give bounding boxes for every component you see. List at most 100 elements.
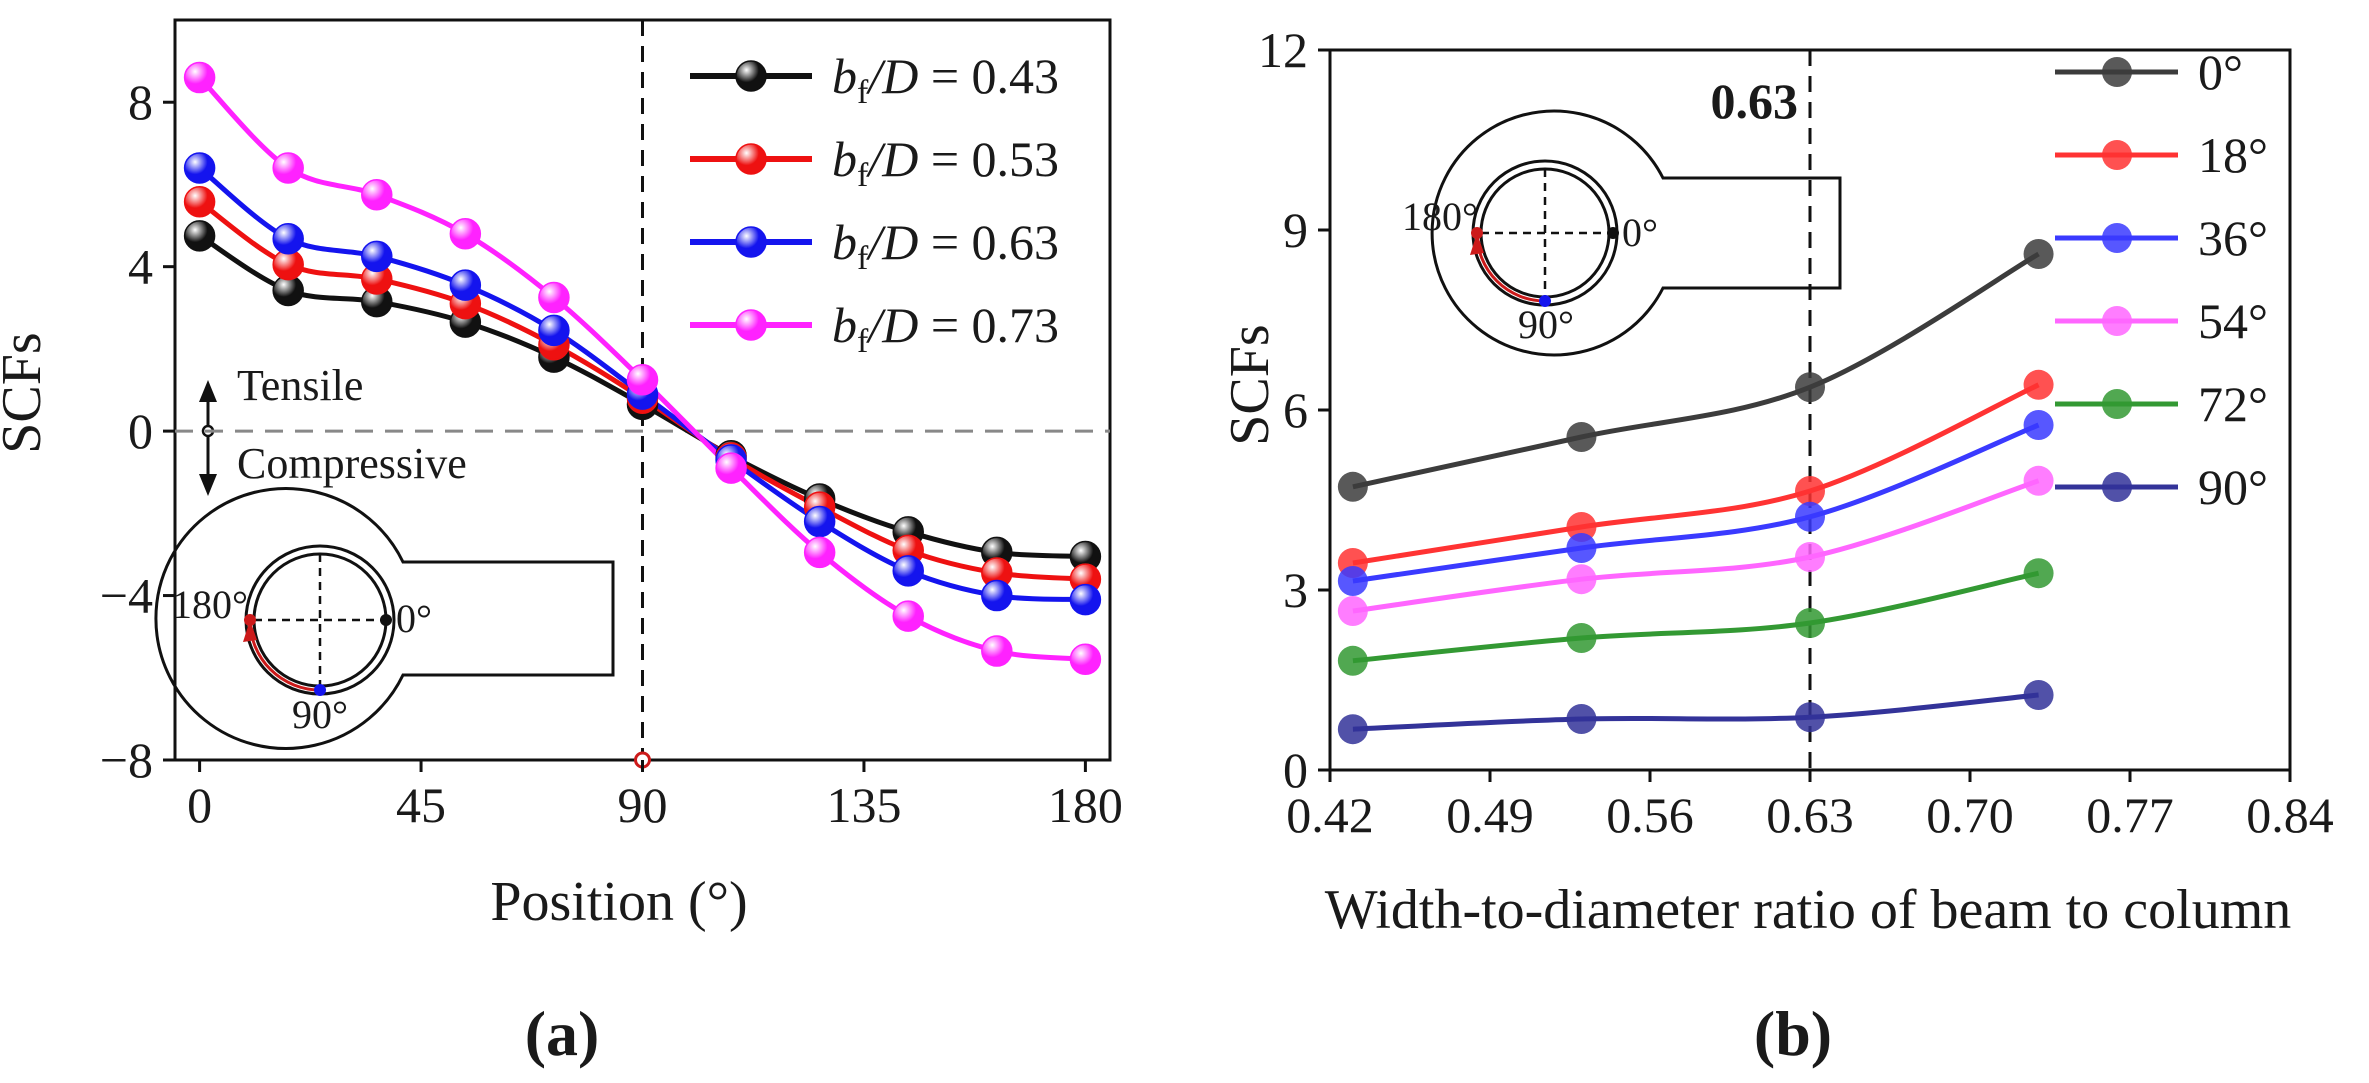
data-point-a [1069,643,1102,676]
panel-label-b: (b) [1754,998,1832,1069]
legend-marker-a [735,60,767,92]
y-tick-label-a: 4 [128,239,153,295]
inset-b-label-0: 0° [1622,210,1658,255]
x-tick-label-a: 180 [1048,777,1123,833]
legend-label-b: 18° [2198,127,2268,183]
data-point-b [1337,645,1368,676]
series-line-b [1352,251,2040,490]
x-tick-label-b: 0.42 [1286,787,1374,843]
y-tick-label-a: 8 [128,74,153,130]
data-point-b [2023,465,2054,496]
legend-label-b: 54° [2198,293,2268,349]
data-point-a [981,635,1013,667]
y-tick-label-a: −8 [100,732,153,788]
connection-inset-b: 0° 90° 180° [1402,109,1842,357]
tensile-compressive-arrows [199,380,217,496]
data-point-b [1566,422,1597,452]
data-point-a [183,61,216,94]
x-tick-label-b: 0.56 [1606,787,1694,843]
data-point-b [1566,704,1597,734]
data-point-a [892,555,924,587]
data-point-a [183,220,216,252]
y-tick-label-b: 0 [1283,742,1308,798]
data-point-a [449,218,482,250]
y-axis-label-a: SCFs [0,332,53,453]
data-point-a [626,363,659,396]
data-point-b [2023,680,2054,710]
panel-b: 0° 90° 180° SCFs Width-to-diameter ratio… [1219,22,2334,1069]
legend-marker-b [2102,57,2132,87]
x-tick-label-a: 45 [396,777,446,833]
legend-marker-b [2102,223,2132,253]
data-point-a [892,600,924,632]
data-point-b [2023,558,2054,589]
data-point-b [2023,239,2054,269]
data-point-a [183,185,216,218]
data-point-b [1337,714,1368,745]
data-point-b [1795,702,1825,733]
data-point-a [272,222,304,255]
legend-label-a: bf/D = 0.73 [832,297,1059,360]
compressive-label: Compressive [237,439,467,488]
reference-label-b: 0.63 [1711,73,1799,129]
y-tick-label-a: 0 [128,403,153,459]
x-tick-label-a: 135 [826,777,901,833]
legend-marker-a [735,143,767,175]
x-tick-label-b: 0.77 [2086,787,2174,843]
data-point-a [538,281,570,314]
legend-label-a: bf/D = 0.43 [832,48,1059,111]
legend-label-b: 0° [2198,44,2243,100]
data-point-a [803,505,836,538]
tensile-label: Tensile [237,361,363,410]
data-point-a [715,452,747,484]
data-point-a [361,240,393,273]
data-point-b [1337,471,1368,502]
inset-a-label-180: 180° [172,582,248,627]
legend-label-b: 90° [2198,459,2268,515]
x-tick-label-b: 0.49 [1446,787,1534,843]
x-tick-label-a: 0 [187,777,212,833]
y-axis-label-b: SCFs [1219,324,1281,445]
inset-a-label-0: 0° [396,596,432,641]
data-point-b [1795,608,1825,638]
y-tick-label-a: −4 [100,568,153,624]
inset-a-label-90: 90° [292,692,348,737]
data-point-b [1795,501,1825,532]
data-point-b [1566,512,1597,542]
data-point-a [538,314,570,347]
data-point-b [1566,533,1597,563]
legend-label-a: bf/D = 0.53 [832,131,1059,194]
x-tick-label-a: 90 [618,777,668,833]
data-point-a [981,579,1013,612]
legend-label-a: bf/D = 0.63 [832,214,1059,277]
data-point-b [1566,564,1597,595]
y-tick-label-b: 6 [1283,382,1308,438]
y-tick-label-b: 12 [1258,22,1308,78]
data-point-a [1069,583,1102,616]
legend-marker-a [735,226,767,258]
data-point-b [2023,369,2054,400]
series-line-b [1352,422,2040,584]
data-point-b [1795,542,1825,572]
x-tick-label-b: 0.84 [2246,787,2334,843]
x-tick-label-b: 0.70 [1926,787,2014,843]
series-line-b [1352,478,2040,614]
legend-marker-a [735,309,767,341]
data-point-b [1337,566,1368,596]
y-tick-label-b: 9 [1283,202,1308,258]
x-axis-label-b: Width-to-diameter ratio of beam to colum… [1325,879,2292,941]
legend-label-b: 72° [2198,376,2268,432]
data-point-b [1566,623,1597,653]
data-point-a [272,152,304,184]
y-tick-label-b: 3 [1283,562,1308,618]
data-point-a [183,152,216,184]
legend-label-b: 36° [2198,210,2268,266]
x-axis-label-a: Position (°) [490,871,747,933]
series-line-b [1352,382,2040,566]
data-point-b [1337,596,1368,626]
connection-inset-a: 0° 90° 180° [154,487,615,750]
series-line-b [1352,692,2039,732]
inset-b-label-90: 90° [1518,302,1574,347]
panel-label-a: (a) [525,998,600,1069]
